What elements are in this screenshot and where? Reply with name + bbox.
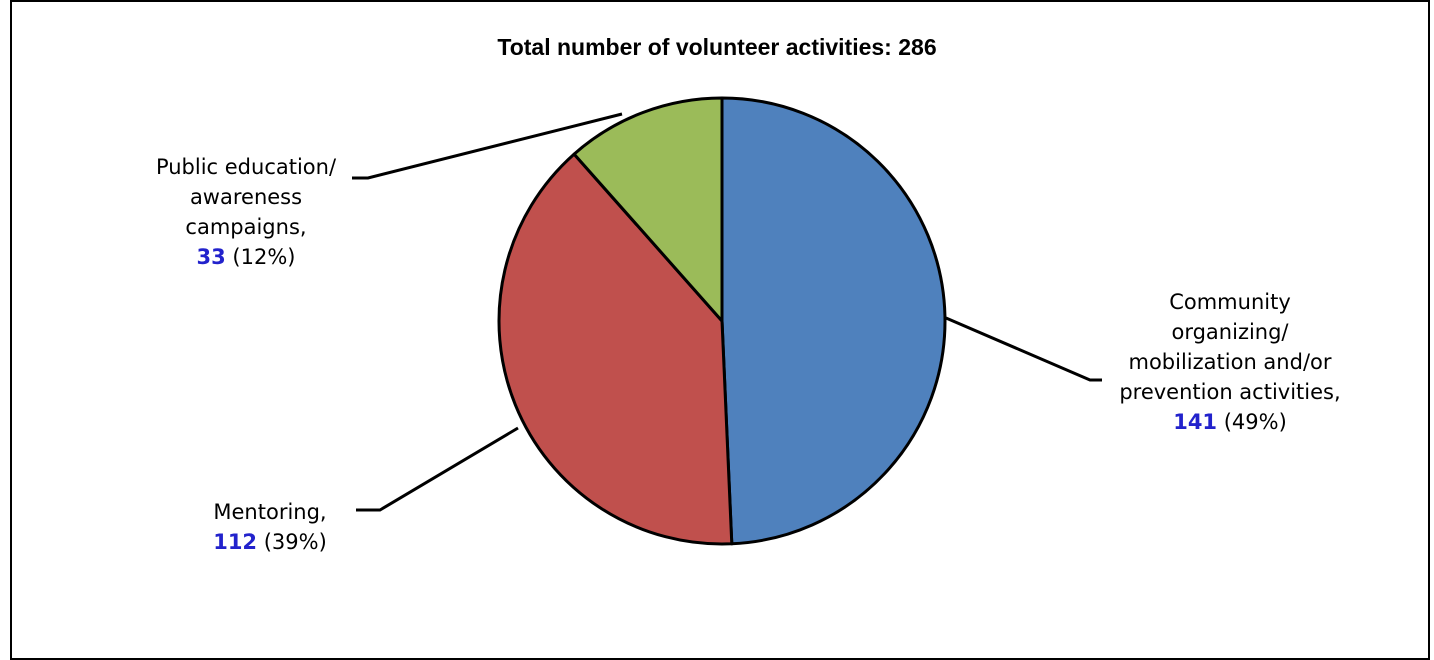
data-label: 112 (39%) [180, 527, 360, 557]
data-percent: (39%) [263, 530, 327, 554]
label-line: Community [1169, 290, 1291, 314]
label-public-education: Public education/ awareness campaigns, 3… [126, 152, 366, 272]
chart-title: Total number of volunteer activities: 28… [497, 34, 937, 60]
data-value: 33 [196, 245, 226, 269]
slice-mentoring [497, 152, 734, 546]
label-line: prevention activities, [1119, 380, 1341, 404]
slice-community-organizing [720, 96, 947, 546]
data-value: 141 [1173, 410, 1218, 434]
data-percent: (12%) [232, 245, 296, 269]
leader-line [352, 112, 623, 180]
label-line: campaigns, [185, 215, 307, 239]
label-line: awareness [189, 185, 303, 209]
label-community-organizing: Community organizing/ mobilization and/o… [1085, 287, 1375, 437]
leader-line [356, 426, 519, 512]
leader-line [945, 316, 1102, 382]
data-value: 112 [213, 530, 258, 554]
label-line: Mentoring, [213, 500, 327, 524]
label-line: mobilization and/or [1128, 350, 1332, 374]
label-mentoring: Mentoring, 112 (39%) [180, 497, 360, 557]
data-percent: (49%) [1223, 410, 1287, 434]
slice-public-education [572, 96, 724, 323]
data-label: 141 (49%) [1085, 407, 1375, 437]
label-line: Public education/ [155, 155, 337, 179]
label-line: organizing/ [1171, 320, 1289, 344]
data-label: 33 (12%) [126, 242, 366, 272]
